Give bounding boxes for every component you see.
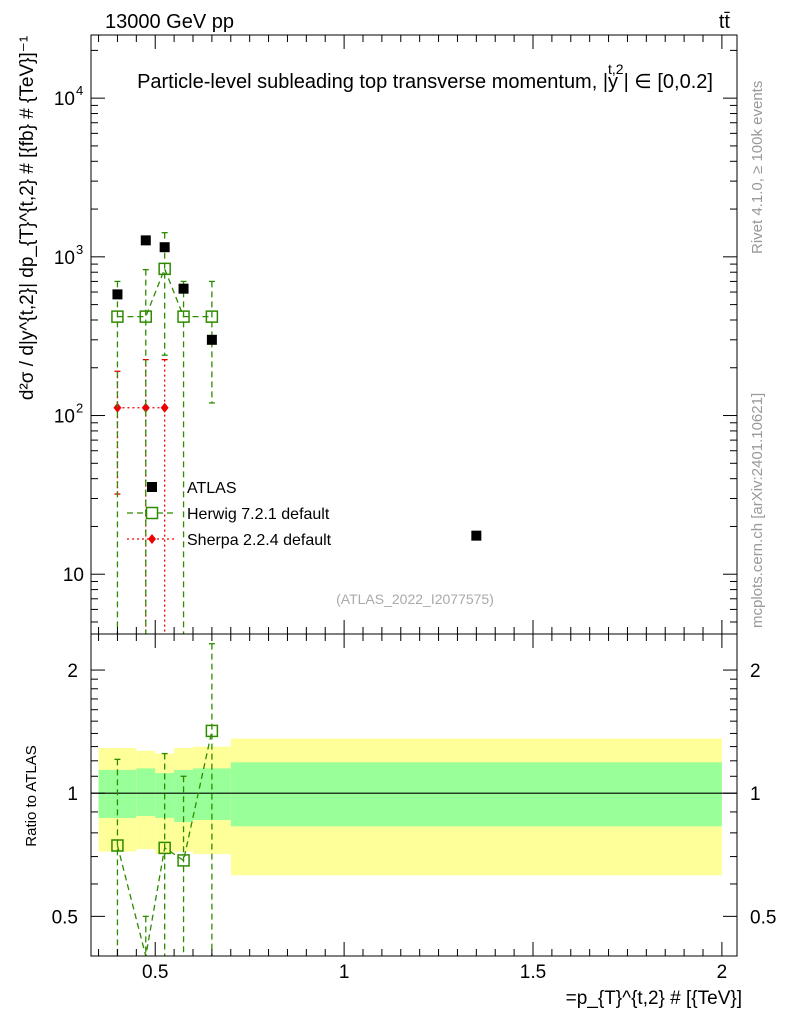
ratio-xtick-label-3: 2	[717, 962, 728, 983]
ratio-herwig-point-4	[205, 724, 219, 738]
ratio-bands	[91, 738, 737, 876]
main-herwig-line	[117, 267, 212, 318]
main-herwig-point-2	[158, 262, 171, 276]
main-atlas-point-5	[471, 530, 482, 541]
title-prefix: Particle-level subleading top transverse…	[137, 71, 608, 93]
ratio-frame	[90, 633, 738, 957]
watermark: (ATLAS_2022_I2077575)	[336, 591, 494, 607]
main-ytick-base-3: 10	[54, 89, 75, 110]
main-ytick-base-1: 10	[54, 407, 75, 428]
ratio-band-inner-3	[174, 769, 193, 823]
main-ytick-label-0: 10	[63, 565, 84, 586]
ratio-xtick-label-1: 1	[339, 962, 350, 983]
main-herwig-point-4	[205, 310, 219, 323]
ratio-xtick-label-0: 0.5	[142, 962, 168, 983]
chart-title: Particle-level subleading top transverse…	[137, 61, 713, 93]
ratio-herwig-point-0	[111, 839, 124, 852]
ratio-ylabel: Ratio to ATLAS	[23, 745, 40, 846]
main-ytick-exp-2: 3	[76, 242, 83, 257]
energy-label: 13000 GeV pp	[105, 11, 234, 33]
main-herwig-point-3	[177, 310, 190, 323]
legend-label-1: Herwig 7.2.1 default	[187, 506, 330, 523]
main-ytick-base-2: 10	[54, 248, 75, 269]
main-sherpa-point-0	[113, 402, 122, 413]
process-label: tt̄	[719, 11, 731, 33]
ratio-ytick-label-right-1: 1	[750, 784, 761, 805]
ratio-band-inner-5	[230, 762, 722, 827]
main-ytick-exp-1: 2	[76, 401, 83, 416]
main-ytick-exp-3: 4	[76, 83, 83, 98]
ratio-ytick-label-left-2: 2	[67, 661, 78, 682]
main-atlas-point-0	[112, 289, 123, 300]
mcplots-label: mcplots.cern.ch [arXiv:2401.10621]	[749, 393, 766, 628]
ratio-ytick-label-right-0: 0.5	[750, 907, 776, 928]
ratio-ytick-label-left-1: 1	[67, 784, 78, 805]
legend-label-0: ATLAS	[187, 480, 237, 497]
main-herwig-point-1	[139, 310, 153, 323]
legend: ATLAS Herwig 7.2.1 default Sherpa 2.2.4 de…	[127, 480, 332, 549]
legend-sherpa-marker	[148, 534, 156, 544]
legend-label-2: Sherpa 2.2.4 default	[187, 532, 332, 549]
ratio-xtick-label-2: 1.5	[520, 962, 546, 983]
ratio-herwig-point-3	[177, 854, 190, 867]
ratio-xlabel: =p_{T}^{t,2} # [{TeV}]	[566, 988, 742, 1009]
title-sup: t,2	[608, 61, 624, 77]
main-atlas-point-4	[206, 334, 217, 345]
main-atlas-point-1	[140, 235, 151, 246]
ratio-marks	[111, 643, 219, 957]
main-ylabel: d²σ / d|y^{t,2}| dp_{T}^{t,2} # [{fb} # …	[17, 36, 38, 400]
ratio-band-inner-1	[136, 768, 156, 816]
main-marks	[111, 232, 482, 634]
main-atlas-point-3	[178, 283, 189, 294]
main-ytick-label-2: 10	[54, 248, 75, 269]
main-herwig-point-0	[111, 310, 124, 323]
ratio-ytick-label-left-0: 0.5	[52, 907, 78, 928]
main-sherpa-point-2	[160, 402, 169, 413]
main-atlas-point-2	[159, 242, 170, 253]
main-ytick-label-1: 10	[54, 407, 75, 428]
title-var: y	[608, 71, 618, 93]
title-suffix: | ∈ [0,0.2]	[624, 71, 713, 93]
ratio-ytick-label-right-2: 2	[750, 661, 761, 682]
legend-herwig-marker	[145, 506, 159, 520]
main-sherpa-point-1	[141, 402, 150, 413]
legend-atlas-marker	[147, 482, 157, 492]
main-ytick-base-0: 10	[63, 565, 84, 586]
main-ytick-label-3: 10	[54, 89, 75, 110]
ratio-herwig-point-2	[158, 841, 171, 855]
rivet-label: Rivet 4.1.0, ≥ 100k events	[749, 81, 766, 254]
